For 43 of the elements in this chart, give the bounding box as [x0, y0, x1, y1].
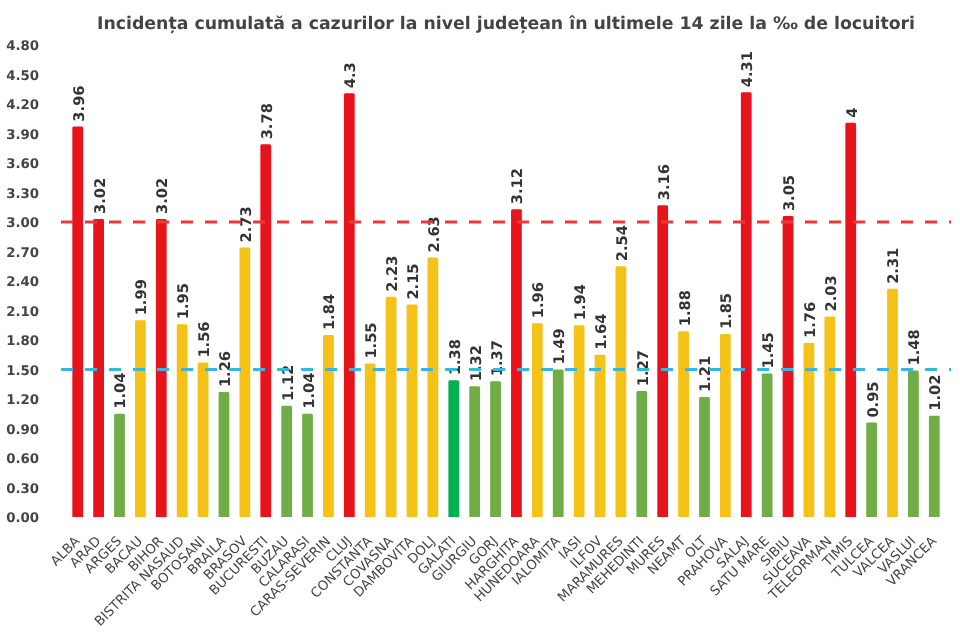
bar [490, 381, 501, 517]
bar [657, 205, 669, 517]
bar [782, 216, 794, 517]
bar [427, 257, 439, 517]
bar [824, 316, 836, 517]
bar [908, 370, 919, 517]
bar [719, 334, 731, 517]
bar [176, 324, 188, 517]
bar [761, 373, 773, 517]
bar [887, 288, 898, 517]
bar [803, 342, 815, 517]
bar [928, 415, 940, 517]
bar [364, 363, 376, 517]
bar [594, 354, 606, 517]
bar [385, 296, 397, 517]
bar [155, 219, 167, 517]
bar [218, 392, 230, 517]
bar [740, 92, 752, 517]
bar [636, 391, 648, 517]
bar [573, 325, 585, 517]
bar [406, 304, 418, 517]
bar [239, 247, 251, 517]
bar [845, 122, 857, 517]
bar [93, 219, 104, 517]
bar [72, 126, 84, 517]
bar [260, 144, 272, 517]
bar [699, 397, 710, 517]
bar [343, 93, 355, 517]
bar [114, 413, 125, 517]
bar [197, 362, 209, 517]
bar [866, 422, 877, 517]
bar [531, 323, 543, 517]
bar [281, 405, 293, 517]
bar [469, 386, 481, 517]
chart-title: Incidența cumulată a cazurilor la nivel județean în ultimele 14 zile la ‰ de locuitori [96, 15, 916, 35]
bar [323, 335, 334, 517]
bar [302, 413, 313, 517]
bar [552, 369, 564, 517]
bar [511, 209, 522, 517]
bar [135, 320, 146, 517]
bar [678, 331, 689, 517]
bar [448, 380, 460, 517]
bar [615, 266, 627, 517]
